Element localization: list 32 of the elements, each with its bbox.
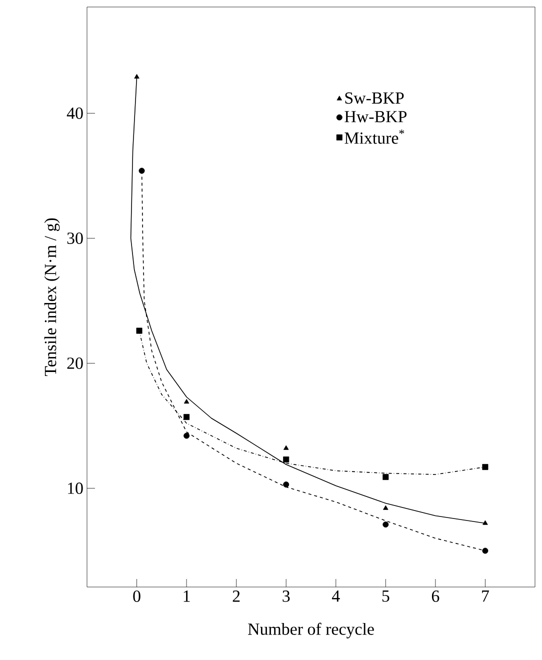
point [184,398,190,404]
x-tick-label: 6 [432,590,440,602]
point [136,328,142,334]
x-tick-label: 0 [133,590,140,602]
y-tick-label: 20 [67,358,83,369]
x-tick-label: 3 [282,590,290,602]
point [134,74,140,79]
legend-label: Mixture$^{*}$ [344,130,404,144]
x-tick-label: 5 [382,590,390,602]
point [283,456,290,462]
x-tick-label: 4 [332,590,340,602]
y-tick-label: 10 [68,482,83,494]
x-tick-label: 1 [184,590,190,602]
y-tick-label: 30 [67,232,83,244]
legend-label: Sw-BKP [345,92,404,104]
point [382,474,389,480]
x-axis-title: Number of recycle [248,622,374,638]
y-tick-label: 40 [66,108,83,119]
legend-label: Hw-BKP [344,111,407,122]
point [383,505,388,510]
point [283,445,289,450]
x-tick-label: 7 [482,590,489,602]
point [184,414,190,420]
point [482,520,488,525]
point [482,548,488,554]
point [184,432,190,439]
point [283,482,290,488]
point [482,464,488,470]
y-axis-title: Tensile index (N·m / g) [44,218,60,376]
x-tick-label: 2 [232,590,240,602]
point [382,522,389,528]
point [138,168,145,174]
